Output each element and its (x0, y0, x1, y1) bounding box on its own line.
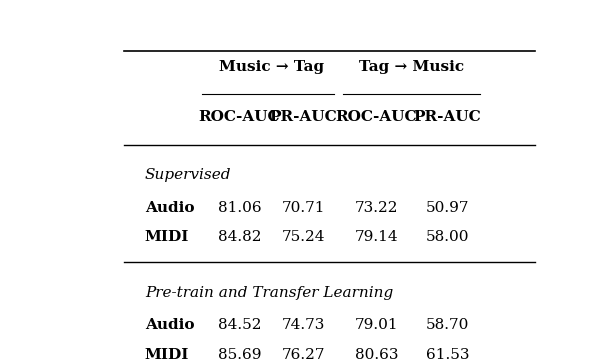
Text: Audio: Audio (145, 318, 195, 332)
Text: Supervised: Supervised (145, 169, 231, 182)
Text: 74.73: 74.73 (281, 318, 325, 332)
Text: 84.52: 84.52 (218, 318, 261, 332)
Text: MIDI: MIDI (145, 230, 189, 244)
Text: ROC-AUC: ROC-AUC (336, 110, 417, 123)
Text: 79.14: 79.14 (354, 230, 398, 244)
Text: PR-AUC: PR-AUC (414, 110, 481, 123)
Text: 85.69: 85.69 (218, 348, 261, 362)
Text: 84.82: 84.82 (218, 230, 261, 244)
Text: PR-AUC: PR-AUC (269, 110, 337, 123)
Text: 61.53: 61.53 (426, 348, 469, 362)
Text: 80.63: 80.63 (354, 348, 398, 362)
Text: Music → Tag: Music → Tag (219, 60, 324, 75)
Text: 50.97: 50.97 (426, 201, 469, 215)
Text: Tag → Music: Tag → Music (359, 60, 464, 75)
Text: ROC-AUC: ROC-AUC (198, 110, 280, 123)
Text: 58.00: 58.00 (426, 230, 469, 244)
Text: 81.06: 81.06 (218, 201, 261, 215)
Text: 75.24: 75.24 (281, 230, 325, 244)
Text: 58.70: 58.70 (426, 318, 469, 332)
Text: MIDI: MIDI (145, 348, 189, 362)
Text: 79.01: 79.01 (354, 318, 398, 332)
Text: Audio: Audio (145, 201, 195, 215)
Text: 76.27: 76.27 (281, 348, 325, 362)
Text: Pre-train and Transfer Learning: Pre-train and Transfer Learning (145, 286, 393, 300)
Text: 70.71: 70.71 (281, 201, 325, 215)
Text: 73.22: 73.22 (354, 201, 398, 215)
